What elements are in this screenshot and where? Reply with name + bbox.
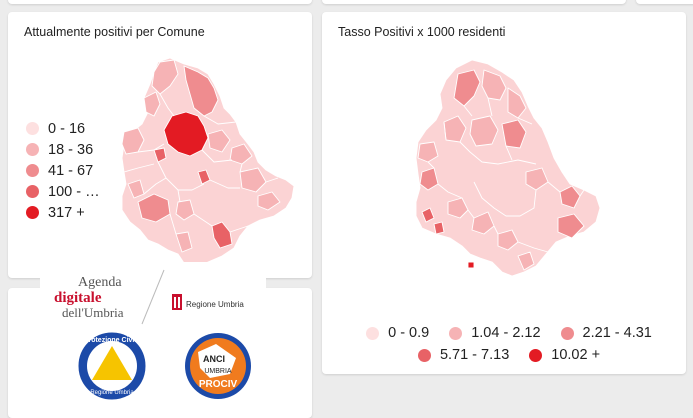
top-card-left <box>8 0 312 4</box>
legend-swatch <box>26 164 39 177</box>
legend-swatch <box>26 143 39 156</box>
anci-shape-icon <box>198 344 236 378</box>
map-region <box>453 69 481 107</box>
triangle-icon <box>92 346 132 380</box>
legend-label: 0 - 0.9 <box>388 325 430 341</box>
legend-item: 10.02 + <box>529 345 600 365</box>
card-title: Attualmente positivi per Comune <box>24 25 205 39</box>
map-region <box>557 213 585 239</box>
map-region <box>517 251 535 271</box>
agenda-digitale-logo: Agenda digitale dell'Umbria <box>54 275 124 320</box>
legend-label: 317 + <box>48 204 85 221</box>
legend-swatch <box>26 206 39 219</box>
map-region <box>497 229 519 251</box>
legend-swatch <box>560 326 574 340</box>
map-region <box>143 91 161 117</box>
legend-label: 0 - 16 <box>48 120 86 137</box>
agenda-line2: digitale <box>54 290 102 306</box>
map-region <box>421 207 435 223</box>
protezione-top-label: Protezione Civile <box>84 337 141 344</box>
protezione-civile-logo: Protezione Civile Regione Umbria <box>78 332 146 400</box>
protezione-bottom-label: Regione Umbria <box>90 390 134 396</box>
legend-item: 317 + <box>26 202 100 223</box>
legend-label: 100 - … <box>48 183 100 200</box>
map-region <box>415 59 601 277</box>
map-region <box>433 221 445 235</box>
map-region <box>207 129 231 153</box>
map-region <box>211 221 233 249</box>
legend-item: 18 - 36 <box>26 139 100 160</box>
map-region <box>471 211 495 235</box>
map-region <box>419 167 439 191</box>
regione-umbria-label: Regione Umbria <box>186 300 244 309</box>
anci-line2: UMBRIA <box>204 368 232 375</box>
anci-line1: ANCI <box>203 354 225 364</box>
map-region <box>467 261 475 269</box>
map-region <box>507 87 527 119</box>
map-region <box>229 143 253 165</box>
legend-item: 5.71 - 7.13 <box>417 345 510 365</box>
map-region <box>481 69 507 101</box>
agenda-line3: dell'Umbria <box>62 305 124 320</box>
map-region <box>559 185 581 209</box>
legend-swatch <box>417 348 431 362</box>
card-positivi-comune: Attualmente positivi per Comune <box>8 12 312 278</box>
legend-swatch <box>26 185 39 198</box>
map-borders <box>123 93 279 235</box>
map-region <box>151 59 179 95</box>
legend-swatch <box>449 326 463 340</box>
legend-item: 1.04 - 2.12 <box>449 323 541 343</box>
map-region <box>239 167 267 193</box>
legend-label: 1.04 - 2.12 <box>471 325 541 341</box>
umbria-map-tasso[interactable] <box>322 12 686 312</box>
logo-divider <box>141 269 165 325</box>
legend-swatch <box>529 348 543 362</box>
anci-prociv-logo: ANCI UMBRIA PROCIV <box>185 333 251 399</box>
legend-item: 0 - 16 <box>26 118 100 139</box>
legend-item: 100 - … <box>26 181 100 202</box>
map-region <box>469 115 499 147</box>
map-region <box>257 191 281 211</box>
logo-panel: Agenda digitale dell'Umbria Regione Umbr… <box>40 262 266 401</box>
legend-label: 41 - 67 <box>48 162 94 179</box>
map-region <box>175 231 193 253</box>
map-region <box>183 65 219 117</box>
legend-positivi: 0 - 16 18 - 36 41 - 67 100 - … 317 + <box>26 118 100 223</box>
legend-label: 5.71 - 7.13 <box>439 347 510 363</box>
legend-label: 2.21 - 4.31 <box>582 325 652 341</box>
map-region <box>153 147 167 163</box>
map-borders <box>427 97 585 253</box>
map-region <box>175 199 195 221</box>
top-card-middle <box>322 0 626 4</box>
legend-item: 41 - 67 <box>26 160 100 181</box>
legend-label: 10.02 + <box>551 347 601 363</box>
legend-tasso: 0 - 0.9 1.04 - 2.12 2.21 - 4.31 5.71 - 7… <box>352 323 666 365</box>
map-region <box>447 197 469 219</box>
legend-swatch <box>366 326 380 340</box>
umbria-map-positivi[interactable] <box>8 12 312 278</box>
legend-item: 0 - 0.9 <box>366 323 429 343</box>
card-tasso-positivi: Tasso Positivi x 1000 residenti 0 - <box>322 12 686 374</box>
map-region <box>525 167 549 191</box>
logos-svg: Agenda digitale dell'Umbria Regione Umbr… <box>54 269 251 400</box>
legend-swatch <box>26 122 39 135</box>
legend-item: 2.21 - 4.31 <box>560 323 652 343</box>
map-region <box>501 119 527 149</box>
regione-emblem-icon <box>172 294 182 310</box>
regione-umbria-logo: Regione Umbria <box>172 294 244 310</box>
map-region <box>417 141 439 163</box>
card-title: Tasso Positivi x 1000 residenti <box>338 25 506 39</box>
top-card-right <box>636 0 693 4</box>
legend-label: 18 - 36 <box>48 141 94 158</box>
anci-line3: PROCIV <box>199 379 238 390</box>
agenda-line1: Agenda <box>78 275 122 290</box>
